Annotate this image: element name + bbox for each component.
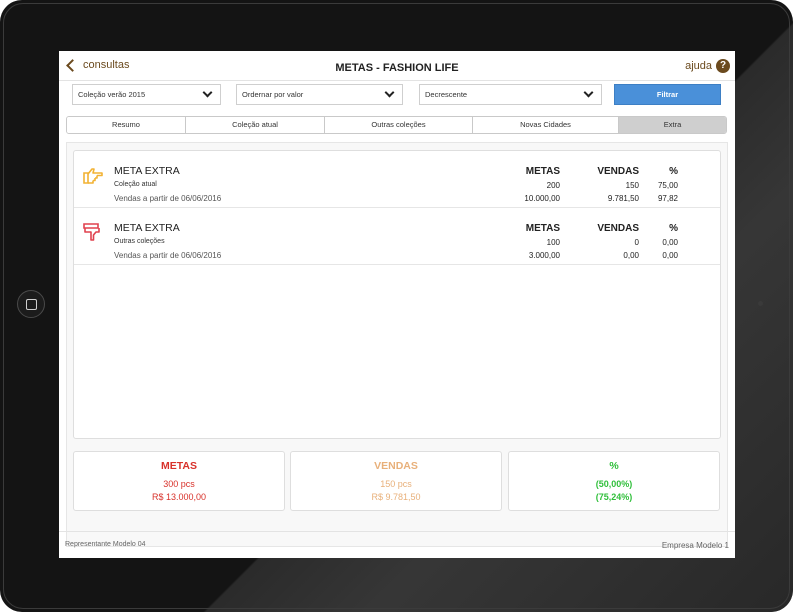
vendas-value: 9.781,50 bbox=[607, 194, 639, 203]
col-header-pct: % bbox=[669, 166, 678, 177]
summary-pct: % (50,00%) (75,24%) bbox=[508, 451, 720, 511]
collection-select-value: Coleção verão 2015 bbox=[78, 90, 146, 99]
metas-value: 3.000,00 bbox=[528, 251, 560, 260]
order-select[interactable]: Ordernar por valor bbox=[236, 84, 403, 105]
content-area: META EXTRA Coleção atual Vendas a partir… bbox=[66, 142, 728, 547]
summary-metas-title: METAS bbox=[161, 460, 197, 472]
list-item[interactable]: META EXTRA Coleção atual Vendas a partir… bbox=[74, 151, 720, 208]
help-button[interactable]: ajuda ? bbox=[685, 59, 730, 73]
col-header-pct: % bbox=[669, 223, 678, 234]
pct-value: 97,82 bbox=[657, 194, 678, 203]
summary-metas-qty: 300 pcs bbox=[163, 479, 195, 489]
tab-colecao-atual[interactable]: Coleção atual bbox=[186, 117, 325, 133]
summary-pct-value: (75,24%) bbox=[595, 492, 633, 502]
item-title: META EXTRA bbox=[114, 165, 180, 177]
tab-extra[interactable]: Extra bbox=[619, 117, 726, 133]
back-label: consultas bbox=[83, 59, 130, 71]
pct-qty: 75,00 bbox=[657, 181, 678, 190]
direction-select[interactable]: Decrescente bbox=[419, 84, 602, 105]
home-button[interactable] bbox=[17, 290, 45, 318]
metas-qty: 200 bbox=[546, 181, 560, 190]
collection-select[interactable]: Coleção verão 2015 bbox=[72, 84, 221, 105]
footer-bar: Representante Modelo 04 Empresa Modelo 1 bbox=[59, 531, 735, 558]
page-title: METAS - FASHION LIFE bbox=[335, 62, 459, 74]
col-header-metas: METAS bbox=[525, 166, 560, 177]
vendas-qty: 0 bbox=[634, 238, 639, 247]
summary-vendas-value: R$ 9.781,50 bbox=[371, 492, 421, 502]
list-item[interactable]: META EXTRA Outras coleções Vendas a part… bbox=[74, 208, 720, 265]
representative-label: Representante Modelo 04 bbox=[65, 541, 146, 548]
item-subtitle: Coleção atual bbox=[114, 181, 157, 188]
filter-button[interactable]: Filtrar bbox=[614, 84, 721, 105]
summary-vendas-qty: 150 pcs bbox=[380, 479, 412, 489]
summary-metas: METAS 300 pcs R$ 13.000,00 bbox=[73, 451, 285, 511]
tab-novas-cidades[interactable]: Novas Cidades bbox=[473, 117, 619, 133]
chevron-down-icon bbox=[583, 87, 594, 98]
help-label: ajuda bbox=[685, 60, 712, 72]
order-select-value: Ordernar por valor bbox=[242, 90, 304, 99]
back-button[interactable]: consultas bbox=[66, 58, 130, 72]
metas-qty: 100 bbox=[546, 238, 560, 247]
app-screen: consultas METAS - FASHION LIFE ajuda ? C… bbox=[59, 51, 735, 558]
filter-bar: Coleção verão 2015 Ordernar por valor De… bbox=[59, 82, 735, 110]
chevron-down-icon bbox=[384, 87, 395, 98]
top-bar: consultas METAS - FASHION LIFE ajuda ? bbox=[59, 51, 735, 81]
item-date: Vendas a partir de 06/06/2016 bbox=[114, 251, 222, 260]
vendas-value: 0,00 bbox=[623, 251, 639, 260]
item-subtitle: Outras coleções bbox=[114, 238, 165, 245]
company-label: Empresa Modelo 1 bbox=[661, 541, 729, 550]
metas-value: 10.000,00 bbox=[524, 194, 560, 203]
pct-value: 0,00 bbox=[662, 251, 678, 260]
summary-vendas-title: VENDAS bbox=[374, 460, 418, 472]
direction-select-value: Decrescente bbox=[425, 90, 468, 99]
help-question-icon: ? bbox=[716, 59, 730, 73]
item-date: Vendas a partir de 06/06/2016 bbox=[114, 194, 222, 203]
chevron-down-icon bbox=[202, 87, 213, 98]
col-header-vendas: VENDAS bbox=[597, 223, 639, 234]
tab-outras-colecoes[interactable]: Outras coleções bbox=[325, 117, 473, 133]
item-title: META EXTRA bbox=[114, 222, 180, 234]
camera-dot bbox=[758, 301, 763, 306]
summary-pct-qty: (50,00%) bbox=[595, 479, 633, 489]
home-square-icon bbox=[26, 299, 37, 310]
tablet-bezel bbox=[3, 3, 790, 609]
pct-qty: 0,00 bbox=[662, 238, 678, 247]
summary-vendas: VENDAS 150 pcs R$ 9.781,50 bbox=[290, 451, 502, 511]
goals-list: META EXTRA Coleção atual Vendas a partir… bbox=[73, 150, 721, 439]
vendas-qty: 150 bbox=[625, 181, 639, 190]
tab-bar: Resumo Coleção atual Outras coleções Nov… bbox=[66, 116, 727, 134]
thumb-pointing-down-icon bbox=[83, 223, 100, 241]
col-header-vendas: VENDAS bbox=[597, 166, 639, 177]
col-header-metas: METAS bbox=[525, 223, 560, 234]
tab-resumo[interactable]: Resumo bbox=[67, 117, 186, 133]
summary-panel: METAS 300 pcs R$ 13.000,00 VENDAS 150 pc… bbox=[73, 451, 721, 511]
summary-metas-value: R$ 13.000,00 bbox=[151, 492, 207, 502]
summary-pct-title: % bbox=[609, 460, 619, 472]
thumb-pointing-right-icon bbox=[83, 168, 103, 184]
